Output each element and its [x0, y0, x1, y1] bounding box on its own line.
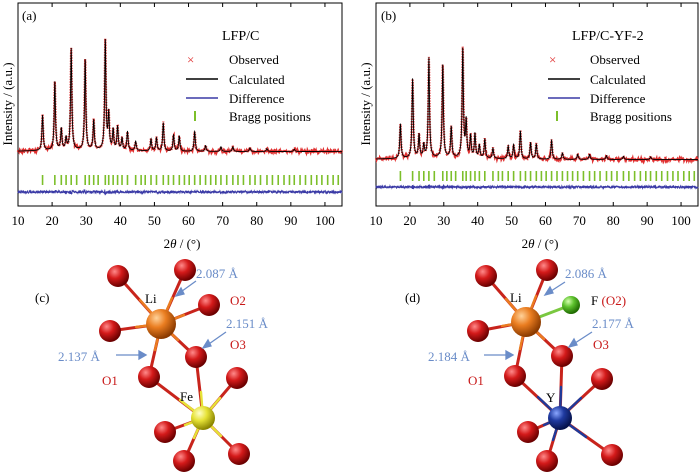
- li-label: Li: [510, 290, 522, 305]
- fluorine-atom: [562, 296, 580, 314]
- oxygen-atom: [107, 265, 129, 287]
- x-axis-label: 2θ / (°): [522, 236, 559, 251]
- calculated-curve: [18, 38, 342, 152]
- x-tick-label: 10: [370, 213, 383, 228]
- panel-label: (a): [22, 8, 36, 23]
- f-label: F (O2): [591, 293, 626, 308]
- oxygen-atom: [475, 265, 497, 287]
- distance-label: 2.137 Å: [58, 349, 101, 364]
- iron-atom: [191, 406, 215, 430]
- x-tick-label: 50: [505, 213, 518, 228]
- x-tick-label: 40: [114, 213, 127, 228]
- bragg-markers: [399, 171, 696, 181]
- o3-label: O3: [230, 337, 246, 352]
- x-tick-label: 80: [607, 213, 620, 228]
- x-tick-label: 50: [148, 213, 161, 228]
- x-axis-ticks: 10 20 30 40 50 60 70 80 90 100: [370, 3, 691, 228]
- distance-label: 2.184 Å: [428, 349, 471, 364]
- legend-calculated: Calculated: [229, 72, 285, 87]
- structure-panel-d: (d): [405, 259, 635, 472]
- chart-title: LFP/C-YF-2: [572, 29, 644, 44]
- chart-title: LFP/C: [222, 29, 259, 44]
- legend-observed-marker: ×: [549, 52, 556, 67]
- legend-bragg: Bragg positions: [590, 109, 672, 124]
- oxygen-atom: [154, 421, 176, 443]
- y-label: Y: [546, 390, 556, 405]
- o1-label: O1: [468, 373, 484, 388]
- oxygen-atom-o2: [198, 294, 220, 316]
- x-tick-label: 30: [437, 213, 450, 228]
- y-axis-label: Intensity / (a.u.): [0, 62, 15, 145]
- panel-label: (d): [405, 290, 420, 305]
- yttrium-atom: [548, 406, 572, 430]
- x-tick-label: 20: [46, 213, 59, 228]
- calculated-curve: [375, 47, 698, 160]
- x-axis-ticks: 10 20 30 40 50 60 70 80 90 100: [12, 3, 335, 228]
- oxygen-atom: [601, 444, 623, 466]
- legend-observed: Observed: [229, 52, 279, 67]
- oxygen-atom: [173, 450, 195, 472]
- bragg-markers: [41, 175, 340, 185]
- plot-frame: [17, 2, 343, 207]
- x-tick-label: 10: [12, 213, 25, 228]
- xrd-panel-a: 10 20 30 40 50 60 70 80 90 100 (a) LFP/C × Observ…: [0, 2, 344, 251]
- lithium-atom: [146, 309, 176, 339]
- legend-observed-marker: ×: [187, 52, 194, 67]
- li-label: Li: [145, 291, 157, 306]
- panel-label: (b): [381, 8, 396, 23]
- plot-frame: [375, 2, 699, 207]
- legend-calculated: Calculated: [590, 72, 646, 87]
- x-tick-label: 40: [471, 213, 484, 228]
- oxygen-atom: [174, 259, 196, 281]
- x-tick-label: 100: [315, 213, 335, 228]
- x-tick-label: 70: [573, 213, 586, 228]
- x-tick-label: 90: [641, 213, 654, 228]
- legend-difference: Difference: [590, 91, 646, 106]
- distance-label: 2.086 Å: [565, 266, 608, 281]
- legend-difference: Difference: [229, 91, 285, 106]
- structure-panel-c: (c): [35, 259, 269, 472]
- panel-label: (c): [35, 290, 49, 305]
- x-tick-label: 60: [539, 213, 552, 228]
- x-tick-label: 60: [182, 213, 195, 228]
- x-tick-label: 80: [250, 213, 263, 228]
- oxygen-atom: [591, 368, 613, 390]
- o2-label: O2: [230, 293, 246, 308]
- distance-label: 2.151 Å: [226, 316, 269, 331]
- x-tick-label: 30: [80, 213, 93, 228]
- o3-label: O3: [593, 337, 609, 352]
- fe-label: Fe: [180, 389, 193, 404]
- oxygen-atom-o1: [504, 365, 526, 387]
- legend-observed: Observed: [590, 52, 640, 67]
- o1-label: O1: [102, 373, 118, 388]
- oxygen-atom: [536, 450, 558, 472]
- legend-bragg: Bragg positions: [229, 109, 311, 124]
- oxygen-atom: [517, 421, 539, 443]
- distance-label: 2.087 Å: [196, 266, 239, 281]
- y-axis-label: Intensity / (a.u.): [358, 62, 373, 145]
- x-tick-label: 90: [284, 213, 297, 228]
- x-tick-label: 20: [403, 213, 416, 228]
- oxygen-atom: [228, 443, 250, 465]
- distance-label: 2.177 Å: [592, 316, 635, 331]
- x-tick-label: 100: [671, 213, 691, 228]
- oxygen-atom-o3: [551, 345, 573, 367]
- x-axis-label: 2θ / (°): [164, 236, 201, 251]
- distance-arrows: [116, 280, 227, 361]
- oxygen-atom-o3: [185, 346, 207, 368]
- distance-arrows: [484, 281, 593, 361]
- xrd-panel-b: 10 20 30 40 50 60 70 80 90 100 (b) LFP/C-YF-2 × O…: [358, 2, 699, 251]
- difference-curve: [375, 183, 699, 190]
- lithium-atom: [511, 307, 541, 337]
- oxygen-atom: [467, 320, 489, 342]
- oxygen-atom: [536, 259, 558, 281]
- oxygen-atom: [226, 367, 248, 389]
- oxygen-atom-o1: [138, 366, 160, 388]
- oxygen-atom: [99, 320, 121, 342]
- difference-curve: [17, 188, 343, 196]
- x-tick-label: 70: [216, 213, 229, 228]
